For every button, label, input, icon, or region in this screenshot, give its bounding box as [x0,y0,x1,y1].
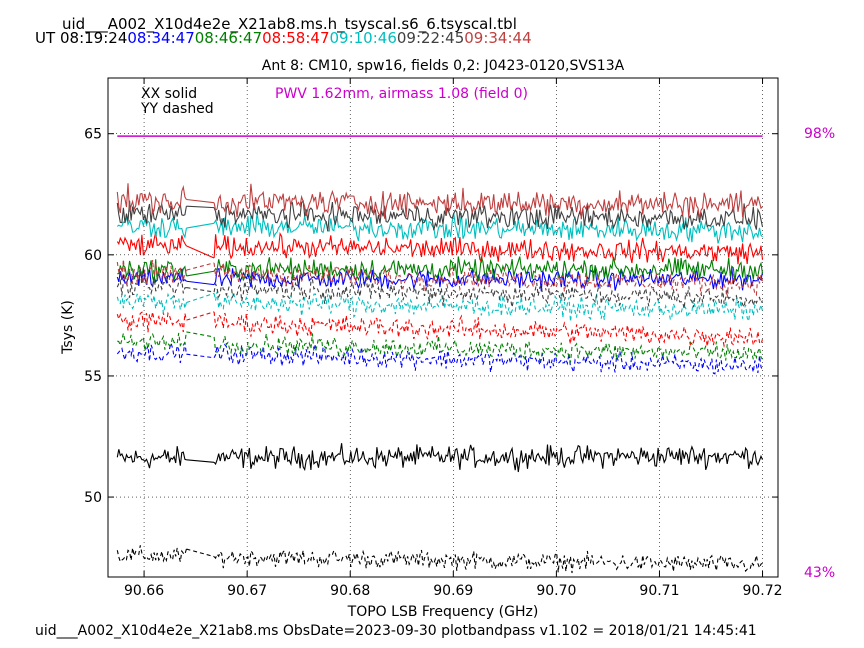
ut-time-4: 09:10:46 [330,29,397,47]
series-line-2-0 [116,268,187,288]
series-line-0-1 [213,443,764,473]
x-tick-label: 90.66 [124,583,164,599]
pwv-annotation: PWV 1.62mm, airmass 1.08 (field 0) [275,86,528,102]
series-gap-link-11 [186,287,215,293]
y-tick-label: 65 [84,127,102,143]
series-gap-link-0 [186,459,215,463]
x-tick-label: 90.67 [227,583,267,599]
series-line-1-1 [213,548,763,574]
series-line-3-0 [116,340,187,364]
y-tick-label: 50 [84,490,102,506]
series-gap-link-9 [186,292,215,304]
x-tick-label: 90.68 [330,583,370,599]
series-line-8-1 [213,212,763,244]
series-line-3-1 [213,343,763,375]
series-gap-link-1 [186,548,215,558]
series-line-6-0 [116,231,187,256]
footer-text: uid___A002_X10d4e2e_X21ab8.ms ObsDate=20… [35,623,757,639]
series-gap-link-12 [186,198,215,204]
x-tick-label: 90.72 [742,583,782,599]
series-gap-link-3 [186,353,215,359]
transmission-bottom-label: 43% [804,565,835,581]
ut-time-0: 08:19:24 [60,29,127,47]
series-line-12-1 [213,183,763,220]
series-line-5-1 [213,333,763,363]
y-axis-label: Tsys (K) [60,300,76,355]
y-tick-label: 60 [84,248,102,264]
x-axis-label: TOPO LSB Frequency (GHz) [347,604,539,620]
series-line-0-0 [116,446,187,469]
series-gap-link-10 [186,205,215,209]
series-line-4-0 [117,259,187,283]
series-line-13-1 [213,262,764,298]
ut-time-3: 08:58:47 [262,29,329,47]
series-line-4-1 [213,256,764,283]
x-tick-label: 90.71 [639,583,679,599]
series-gap-link-6 [186,245,215,259]
series-line-10-0 [116,200,187,224]
series-line-12-0 [116,183,187,216]
series-line-13-0 [116,259,187,285]
series-line-9-0 [116,292,187,314]
legend-yy-dashed: YY dashed [140,101,214,117]
ut-time-6: 09:34:44 [464,29,531,47]
series-line-7-1 [213,311,764,348]
y-tick-label: 55 [84,369,102,385]
chart-title: Ant 8: CM10, spw16, fields 0,2: J0423-01… [262,58,625,74]
series-gap-link-5 [186,331,215,338]
series-line-5-0 [117,331,187,352]
series-gap-link-8 [186,222,215,229]
series-gap-link-7 [186,311,215,321]
x-tick-label: 90.70 [536,583,576,599]
ut-time-2: 08:46:47 [195,29,262,47]
series-gap-link-2 [186,280,215,286]
ut-time-5: 09:22:45 [397,29,464,47]
grid-lines [108,78,778,577]
filename-title: uid___A002_X10d4e2e_X21ab8.ms.h_tsyscal.… [62,15,517,34]
plot-frame [107,77,779,578]
series-lines [116,135,764,574]
series-line-8-0 [116,217,187,239]
legend-xx-solid: XX solid [141,86,197,102]
series-line-11-1 [213,276,763,309]
series-line-11-0 [116,272,187,298]
series-line-1-0 [116,545,187,563]
series-line-6-1 [213,231,764,265]
ut-label: UT [35,29,56,47]
series-line-7-0 [116,311,187,333]
series-gap-link-13 [186,262,215,271]
x-tick-label: 90.69 [433,583,473,599]
ut-time-1: 08:34:47 [127,29,194,47]
series-gap-link-4 [186,270,215,277]
axes: 90.66 90.67 90.68 90.69 90.70 90.71 90.72 50 55 6… [84,77,783,599]
ut-times: 08:19:2408:34:4708:46:4708:58:4709:10:46… [60,29,532,47]
series-line-9-1 [213,291,764,324]
transmission-top-label: 98% [804,126,835,142]
